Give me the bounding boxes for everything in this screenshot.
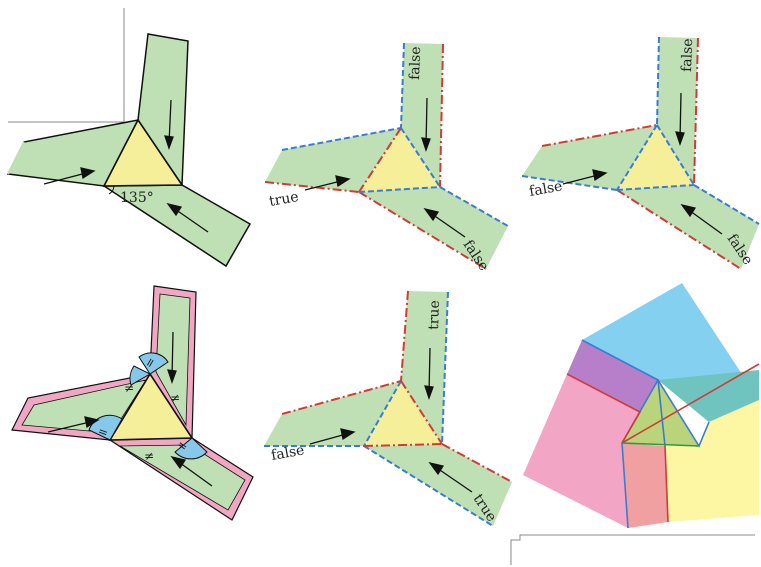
false-edge <box>400 127 441 188</box>
angle-wedge <box>129 365 152 386</box>
crease-line <box>664 445 669 523</box>
label-false: false <box>679 38 696 72</box>
true-edge <box>358 127 402 193</box>
panel-config-1: true false false <box>264 42 509 274</box>
crease-line <box>621 442 700 447</box>
panel-config-2: false false false <box>521 36 760 270</box>
false-edge <box>281 127 402 151</box>
false-edge <box>358 186 441 193</box>
face-yellow <box>665 400 759 522</box>
panel-angle: 135° <box>6 33 252 268</box>
false-edge <box>439 186 509 227</box>
face-salmon <box>622 443 668 528</box>
true-edge <box>358 191 487 270</box>
crease-line <box>566 373 642 444</box>
false-edge <box>400 42 405 129</box>
true-edge <box>264 181 360 193</box>
label-false: false <box>270 442 306 464</box>
crease-line <box>657 379 666 447</box>
angle-wedge <box>88 414 123 441</box>
face-purple <box>567 340 658 412</box>
crease-line <box>621 363 760 444</box>
label-true: true <box>426 300 443 330</box>
angle-arc <box>108 185 115 195</box>
center-triangle <box>102 118 184 187</box>
not-equal-mark: ≠ <box>124 381 134 395</box>
panel-equal-angles: = = = ≠ ≠ ≠ <box>11 285 254 521</box>
angle-label: 135° <box>120 190 154 206</box>
label-true: true <box>268 189 300 210</box>
panel-config-3: false true true <box>264 290 513 527</box>
arrow-icon <box>43 99 209 233</box>
angle-wedge <box>174 437 208 460</box>
angle-wedge <box>138 352 169 375</box>
not-equal-mark: ≠ <box>170 391 180 405</box>
not-equal-mark: ≠ <box>144 449 154 463</box>
label-false: false <box>528 178 564 200</box>
panel-crease-pattern <box>523 283 760 529</box>
face-pink <box>523 374 640 528</box>
center-triangle <box>622 380 699 446</box>
equal-mark: = <box>96 424 110 441</box>
face-teal <box>658 370 759 422</box>
label-false: false <box>407 46 424 80</box>
true-edge <box>439 43 444 188</box>
